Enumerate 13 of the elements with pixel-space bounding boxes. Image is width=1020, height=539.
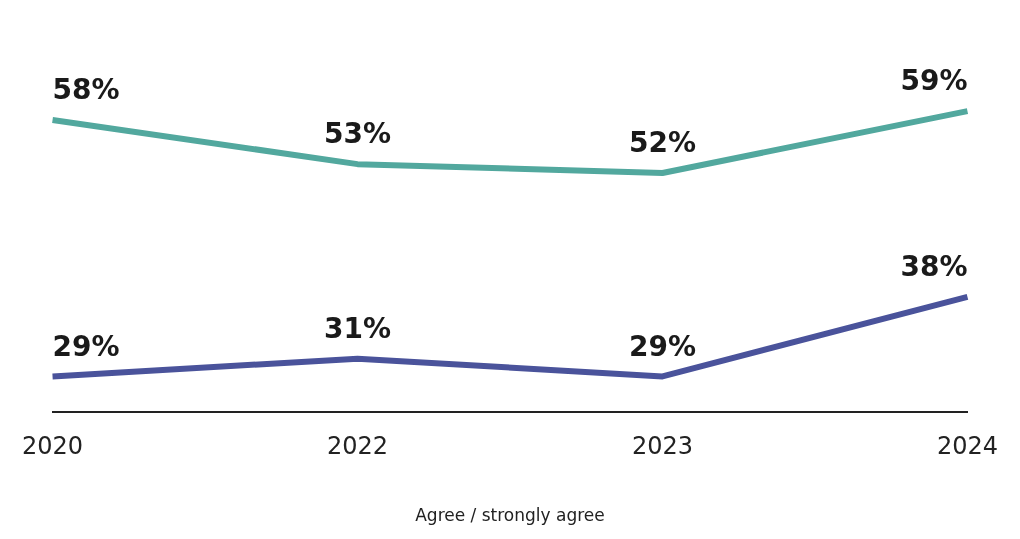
data-label: 29% [52,329,120,363]
data-label: 58% [52,73,120,107]
x-tick-label: 2020 [22,432,84,461]
data-label: 52% [628,126,696,160]
x-axis-title: Agree / strongly agree [415,505,605,526]
data-label: 53% [324,117,392,151]
data-label: 31% [324,312,392,346]
data-label: 59% [900,64,968,98]
x-tick-label: 2024 [936,432,998,461]
x-tick-label: 2023 [631,432,694,461]
x-tick-label: 2022 [326,432,389,461]
data-label: 38% [900,250,968,284]
data-label: 29% [628,329,696,363]
